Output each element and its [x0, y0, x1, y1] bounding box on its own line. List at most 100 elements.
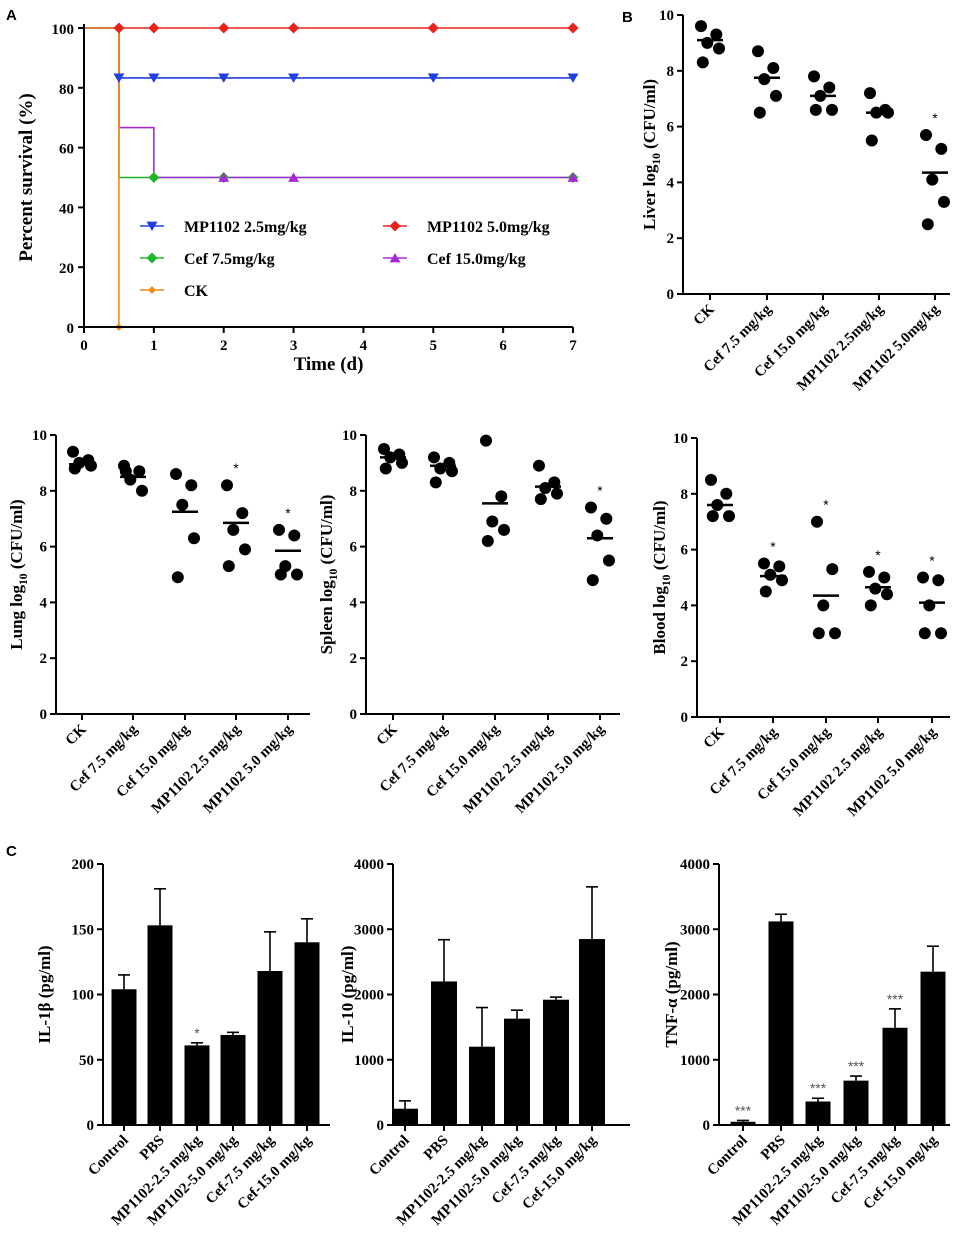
blood-point-mp1102-2-5-mg-kg [878, 571, 891, 584]
tnfa-significance-mp1102-5-0-mg-kg: *** [848, 1058, 865, 1074]
survival-x-tick-label-5: 5 [430, 338, 438, 354]
survival-y-tick-label-20: 20 [59, 261, 74, 277]
legend-cef-7-5mg-kg-marker [146, 252, 158, 264]
spleen-y-tick-label-2: 2 [350, 651, 358, 667]
survival-point-mp1102-5-0mg-kg [567, 22, 579, 34]
spleen-x-label-ck: CK [374, 721, 401, 748]
lung-point-mp1102-2-5-mg-kg [239, 543, 251, 556]
liver-point-mp1102-5-0mg-kg [938, 195, 950, 208]
liver-point-ck [710, 28, 723, 41]
legend-cef-7-5mg-kg-label: Cef 7.5mg/kg [184, 251, 275, 268]
blood-significance-cef-7-5-mg-kg: * [770, 539, 776, 555]
blood-point-cef-15-0-mg-kg [829, 627, 841, 640]
lung-point-mp1102-2-5-mg-kg [236, 507, 249, 520]
il1b-y-tick-label-200: 200 [72, 857, 95, 873]
liver-point-mp1102-5-0mg-kg [921, 218, 934, 231]
survival-point-mp1102-5-0mg-kg [113, 22, 125, 34]
survival-point-cef-15-0mg-kg [567, 172, 579, 182]
lung-point-cef-7-5-mg-kg [119, 465, 132, 478]
blood-significance-cef-15-0-mg-kg: * [823, 497, 829, 513]
survival-line-cef-15-0mg-kg [84, 27, 573, 179]
liver-point-cef-7-5-mg-kg [753, 106, 766, 119]
blood-point-cef-7-5-mg-kg [773, 560, 786, 573]
liver-point-cef-7-5-mg-kg [752, 45, 764, 58]
blood-point-mp1102-2-5-mg-kg [869, 582, 882, 595]
liver-significance-mp1102-5-0mg-kg: * [932, 110, 938, 126]
lung-point-cef-15-0-mg-kg [171, 571, 184, 584]
liver-y-tick-label-6: 6 [667, 120, 675, 136]
blood-point-mp1102-5-0-mg-kg [923, 599, 936, 612]
spleen-x-label-mp1102-2-5-mg-kg: MP1102 2.5 mg/kg [461, 721, 557, 817]
spleen-point-mp1102-5-0-mg-kg [603, 554, 615, 567]
il1b-y-tick-label-150: 150 [72, 922, 95, 938]
tnfa-significance-mp1102-2-5-mg-kg: *** [810, 1080, 827, 1096]
legend-cef-15-0mg-kg-marker [389, 253, 401, 263]
blood-x-label-ck: CK [701, 724, 728, 751]
survival-x-tick-label-2: 2 [220, 338, 228, 354]
blood-point-mp1102-5-0-mg-kg [932, 574, 945, 587]
blood-y-tick-label-10: 10 [673, 431, 688, 447]
tnfa-bar-cef-7-5-mg-kg [882, 1027, 908, 1125]
liver-point-ck [696, 56, 709, 69]
liver-point-cef-15-0-mg-kg [826, 103, 838, 116]
survival-point-cef-15-0mg-kg [218, 172, 230, 182]
blood-x-label-mp1102-2-5-mg-kg: MP1102 2.5 mg/kg [791, 724, 887, 820]
liver-y-tick-label-0: 0 [667, 287, 675, 303]
tnfa-chart: *** *** *** *** 0 1000 2000 3000 4000 TNF-α (pg/m… [662, 857, 950, 1229]
liver-point-ck [713, 42, 725, 55]
il1b-significance-mp1102-2-5-mg-kg: * [194, 1025, 200, 1041]
lung-point-mp1102-5-0-mg-kg [288, 529, 301, 542]
blood-point-cef-7-5-mg-kg [758, 557, 770, 570]
il10-y-tick-label-1000: 1000 [354, 1053, 384, 1069]
survival-point-cef-7-5mg-kg [148, 172, 160, 183]
lung-x-label-mp1102-2-5-mg-kg: MP1102 2.5 mg/kg [149, 721, 245, 817]
il10-y-tick-label-0: 0 [377, 1118, 385, 1134]
tnfa-x-label-control: Control [704, 1133, 750, 1179]
blood-point-cef-7-5-mg-kg [759, 585, 772, 598]
tnfa-bar-control [730, 1121, 756, 1125]
liver-y-tick-label-10: 10 [659, 8, 674, 24]
spleen-point-cef-7-5-mg-kg [428, 451, 440, 464]
survival-y-tick-label-100: 100 [52, 22, 75, 38]
spleen-point-mp1102-5-0-mg-kg [585, 501, 597, 514]
lung-y-tick-label-10: 10 [32, 428, 47, 444]
blood-point-mp1102-5-0-mg-kg [917, 571, 929, 584]
lung-point-mp1102-5-0-mg-kg [274, 568, 287, 581]
blood-significance-mp1102-2-5-mg-kg: * [875, 547, 881, 563]
blood-point-cef-7-5-mg-kg [764, 568, 777, 581]
liver-point-cef-7-5-mg-kg [758, 73, 771, 86]
lung-point-ck [85, 459, 97, 472]
blood-point-mp1102-5-0-mg-kg [935, 627, 947, 640]
il1b-y-tick-label-0: 0 [87, 1118, 95, 1134]
liver-y-tick-label-4: 4 [667, 175, 675, 191]
panel-letter-c: C [6, 843, 17, 860]
legend-cef-15-0mg-kg-label: Cef 15.0mg/kg [427, 251, 526, 268]
survival-y-tick-label-0: 0 [67, 321, 75, 337]
spleen-y-axis-title: Spleen log10 (CFU/ml) [317, 495, 340, 655]
lung-significance-mp1102-2-5-mg-kg: * [233, 460, 239, 476]
survival-line-mp1102-2-5mg-kg [84, 27, 573, 79]
blood-point-mp1102-2-5-mg-kg [864, 599, 877, 612]
survival-x-tick-label-7: 7 [569, 338, 577, 354]
il1b-bar-cef-15-0-mg-kg [294, 942, 320, 1125]
lung-point-cef-7-5-mg-kg [133, 465, 146, 478]
liver-point-mp1102-2-5mg-kg [865, 134, 878, 147]
survival-point-mp1102-2-5mg-kg [148, 73, 160, 83]
blood-y-tick-label-0: 0 [681, 710, 689, 726]
spleen-y-tick-label-6: 6 [350, 540, 358, 556]
spleen-point-cef-15-0-mg-kg [480, 434, 492, 447]
spleen-point-cef-15-0-mg-kg [495, 490, 508, 503]
lung-point-cef-15-0-mg-kg [188, 532, 200, 545]
lung-y-tick-label-2: 2 [40, 651, 48, 667]
blood-point-ck [705, 473, 717, 486]
il1b-bar-pbs [147, 925, 173, 1125]
survival-line-cef-7-5mg-kg [84, 27, 573, 179]
il1b-bar-mp1102-2-5-mg-kg [184, 1045, 210, 1125]
il10-x-label-pbs: PBS [421, 1133, 452, 1164]
blood-y-tick-label-6: 6 [681, 543, 689, 559]
survival-y-tick-label-60: 60 [59, 142, 74, 158]
liver-point-cef-15-0-mg-kg [809, 103, 822, 116]
liver-point-cef-7-5-mg-kg [767, 62, 780, 75]
